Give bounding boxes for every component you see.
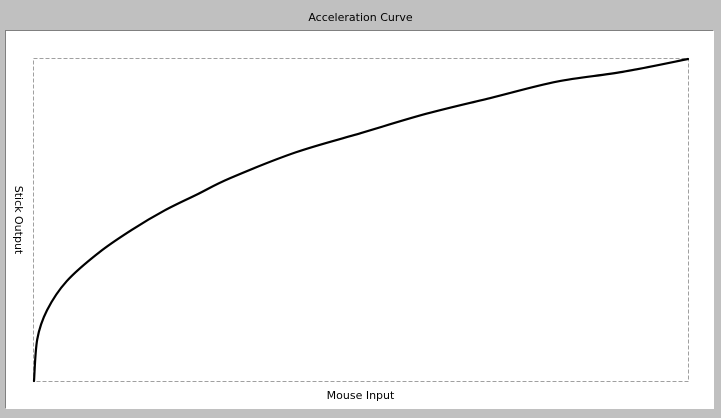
- chart-panel: [5, 30, 714, 409]
- y-axis-label: Stick Output: [12, 185, 25, 255]
- x-axis-label: Mouse Input: [326, 389, 395, 402]
- series-group: [32, 57, 690, 383]
- chart-title: Acceleration Curve: [308, 11, 413, 24]
- acceleration-curve-line: [32, 57, 690, 383]
- plot-frame: [33, 58, 689, 382]
